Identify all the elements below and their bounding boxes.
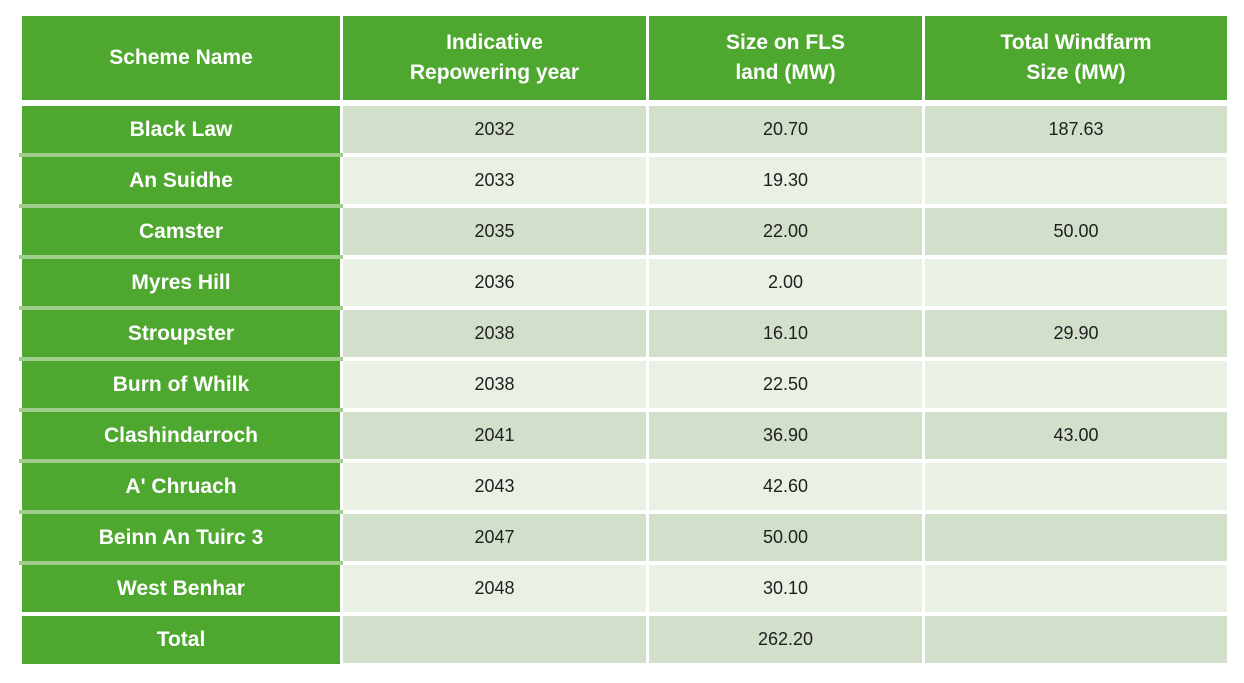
scheme-name-cell: Myres Hill xyxy=(19,255,343,310)
total-fls-size-cell: 262.20 xyxy=(646,612,925,667)
windfarm-repowering-table: Scheme Name Indicative Repowering year S… xyxy=(19,13,1230,667)
total-windfarm-size-cell xyxy=(922,612,1230,667)
total-windfarm-size-cell xyxy=(922,459,1230,514)
total-windfarm-size-cell xyxy=(922,153,1230,208)
scheme-name-cell: Beinn An Tuirc 3 xyxy=(19,510,343,565)
total-windfarm-size-cell: 29.90 xyxy=(922,306,1230,361)
repowering-year-cell: 2035 xyxy=(340,204,649,259)
repowering-year-cell: 2038 xyxy=(340,306,649,361)
table-row: Myres Hill 2036 2.00 xyxy=(19,255,1230,310)
fls-size-cell: 42.60 xyxy=(646,459,925,514)
col-header-total-size: Total Windfarm Size (MW) xyxy=(922,13,1230,106)
col-header-fls-size: Size on FLS land (MW) xyxy=(646,13,925,106)
scheme-name-cell: Camster xyxy=(19,204,343,259)
table-row: Stroupster 2038 16.10 29.90 xyxy=(19,306,1230,361)
fls-size-cell: 30.10 xyxy=(646,561,925,616)
fls-size-cell: 36.90 xyxy=(646,408,925,463)
total-windfarm-size-cell: 50.00 xyxy=(922,204,1230,259)
fls-size-cell: 20.70 xyxy=(646,101,925,157)
table-row: Beinn An Tuirc 3 2047 50.00 xyxy=(19,510,1230,565)
total-label-cell: Total xyxy=(19,612,343,667)
table-row: A' Chruach 2043 42.60 xyxy=(19,459,1230,514)
scheme-name-cell: Black Law xyxy=(19,101,343,157)
scheme-name-cell: An Suidhe xyxy=(19,153,343,208)
repowering-year-cell: 2033 xyxy=(340,153,649,208)
table-row: West Benhar 2048 30.10 xyxy=(19,561,1230,616)
table-row: Clashindarroch 2041 36.90 43.00 xyxy=(19,408,1230,463)
col-header-scheme-name: Scheme Name xyxy=(19,13,343,106)
total-row: Total 262.20 xyxy=(19,612,1230,667)
total-windfarm-size-cell: 187.63 xyxy=(922,101,1230,157)
table-row: An Suidhe 2033 19.30 xyxy=(19,153,1230,208)
table-row: Black Law 2032 20.70 187.63 xyxy=(19,101,1230,157)
fls-size-cell: 22.50 xyxy=(646,357,925,412)
total-windfarm-size-cell xyxy=(922,510,1230,565)
scheme-name-cell: A' Chruach xyxy=(19,459,343,514)
scheme-name-cell: Clashindarroch xyxy=(19,408,343,463)
repowering-year-cell: 2041 xyxy=(340,408,649,463)
scheme-name-cell: Burn of Whilk xyxy=(19,357,343,412)
repowering-year-cell: 2038 xyxy=(340,357,649,412)
fls-size-cell: 2.00 xyxy=(646,255,925,310)
fls-size-cell: 50.00 xyxy=(646,510,925,565)
repowering-year-cell: 2043 xyxy=(340,459,649,514)
fls-size-cell: 22.00 xyxy=(646,204,925,259)
table-row: Camster 2035 22.00 50.00 xyxy=(19,204,1230,259)
scheme-name-cell: Stroupster xyxy=(19,306,343,361)
col-header-repowering-year: Indicative Repowering year xyxy=(340,13,649,106)
table-row: Burn of Whilk 2038 22.50 xyxy=(19,357,1230,412)
total-windfarm-size-cell xyxy=(922,357,1230,412)
total-windfarm-size-cell xyxy=(922,255,1230,310)
total-year-cell xyxy=(340,612,649,667)
scheme-name-cell: West Benhar xyxy=(19,561,343,616)
total-windfarm-size-cell: 43.00 xyxy=(922,408,1230,463)
header-row: Scheme Name Indicative Repowering year S… xyxy=(19,13,1230,106)
repowering-year-cell: 2048 xyxy=(340,561,649,616)
repowering-year-cell: 2036 xyxy=(340,255,649,310)
fls-size-cell: 16.10 xyxy=(646,306,925,361)
fls-size-cell: 19.30 xyxy=(646,153,925,208)
total-windfarm-size-cell xyxy=(922,561,1230,616)
repowering-year-cell: 2047 xyxy=(340,510,649,565)
repowering-year-cell: 2032 xyxy=(340,101,649,157)
